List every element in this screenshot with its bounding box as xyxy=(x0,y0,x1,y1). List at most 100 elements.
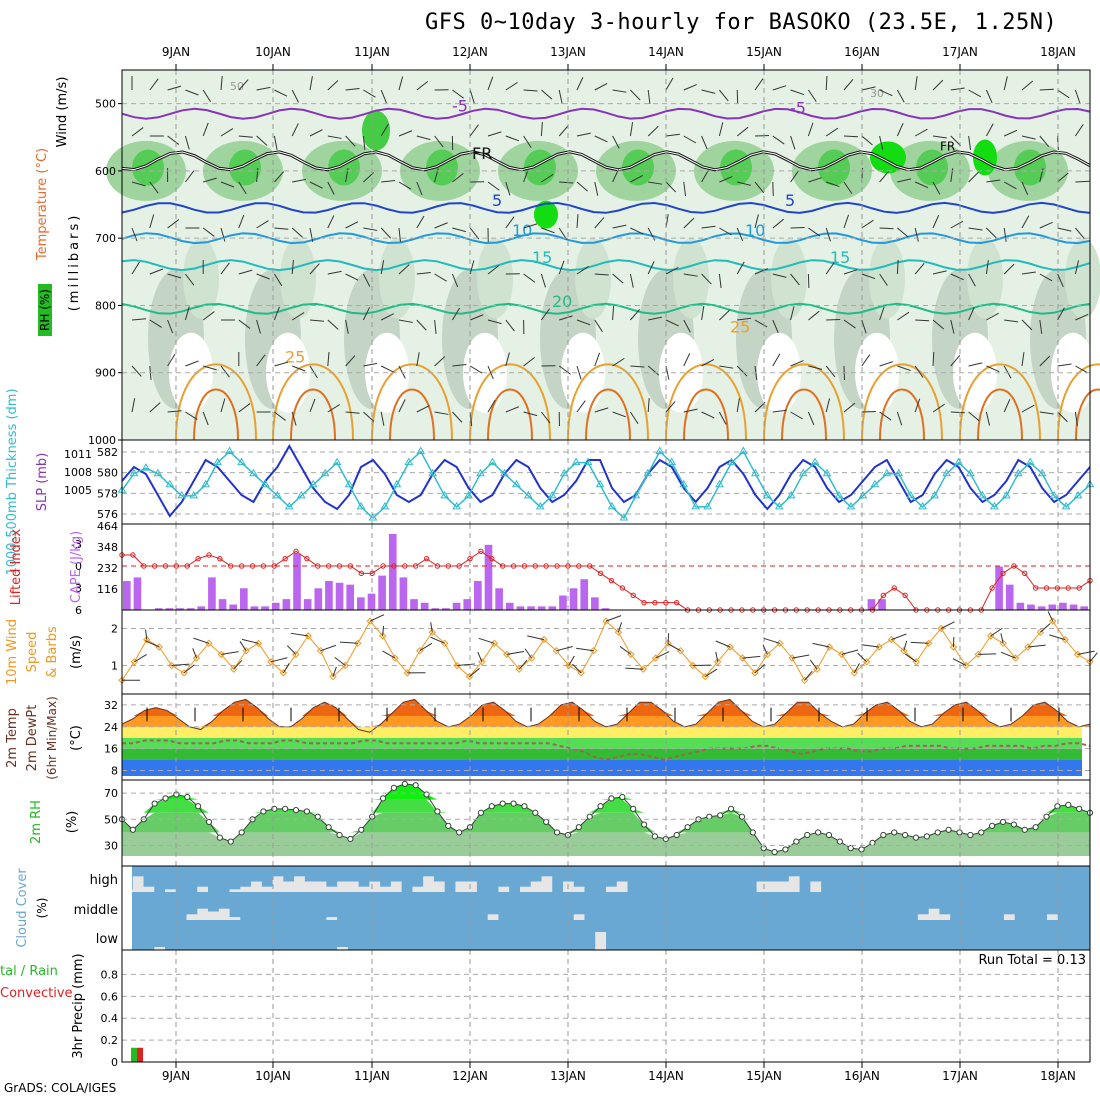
rh-point xyxy=(640,821,648,828)
thickness-point xyxy=(380,501,390,510)
wind-barb xyxy=(932,135,947,139)
wind-speed-point xyxy=(503,650,511,659)
wind-barb xyxy=(718,273,722,288)
temp-tick-label: 8 xyxy=(111,765,118,778)
cloud-bar xyxy=(218,866,231,892)
cloud-bar xyxy=(767,920,779,950)
wind-barb xyxy=(576,181,588,192)
cloud-bar xyxy=(455,892,467,920)
cloud-bar xyxy=(788,866,801,877)
thickness-point xyxy=(990,501,999,510)
wind-barb xyxy=(452,411,463,423)
temp-line xyxy=(121,698,1091,733)
wind-barb xyxy=(131,398,136,413)
wind-barb xyxy=(932,270,947,275)
rh-point xyxy=(608,795,615,802)
lifted-index-point xyxy=(891,585,897,591)
cloud-bar xyxy=(240,920,252,950)
rh-point xyxy=(282,805,289,812)
cloud-bar xyxy=(831,866,844,892)
wind-speed-point xyxy=(788,654,796,662)
cloud-gap xyxy=(197,908,209,920)
temp-contour-30 xyxy=(389,388,435,441)
cloud-bar xyxy=(562,866,575,882)
rh-point xyxy=(260,808,267,815)
x-tick-label-bottom: 16JAN xyxy=(844,1069,880,1083)
cloud-bar xyxy=(208,866,220,892)
cloud-bar xyxy=(229,892,241,918)
cloud-bar xyxy=(251,892,263,920)
wind-barb xyxy=(398,399,406,413)
lifted-index-point xyxy=(489,555,495,562)
wind-barb xyxy=(540,273,546,288)
rh-point xyxy=(782,846,789,853)
rh-area-band xyxy=(122,799,1090,813)
cloud-bar xyxy=(401,920,413,950)
wind-barb xyxy=(576,132,591,137)
thickness-point xyxy=(225,446,234,455)
wind-barb-10m xyxy=(332,666,337,677)
cape-bar xyxy=(878,599,886,610)
cloud-bar xyxy=(692,892,704,920)
rh-point xyxy=(151,800,158,807)
thickness-point xyxy=(416,446,426,455)
cloud-bar xyxy=(692,866,704,892)
lifted-index-point xyxy=(369,570,375,577)
slp-tick-label: 1008 xyxy=(64,466,92,479)
lifted-index-point xyxy=(184,563,190,569)
rh-point xyxy=(999,818,1007,826)
wind-speed-point xyxy=(515,665,523,673)
thickness-point xyxy=(452,501,461,510)
wind-barb xyxy=(380,411,385,426)
cloud-bar xyxy=(799,892,811,920)
wind-barb xyxy=(914,128,928,137)
wind-barb xyxy=(736,126,749,137)
wind-barb xyxy=(932,403,945,413)
cloud-bar xyxy=(928,866,940,892)
wind-barb xyxy=(558,125,569,137)
wind-barb-10m xyxy=(1027,644,1046,648)
wind-barb xyxy=(416,319,427,331)
thickness-point xyxy=(774,501,784,510)
temp-contour-line xyxy=(121,151,1091,171)
lifted-index-point xyxy=(1011,563,1017,569)
wind-barb xyxy=(736,398,740,413)
cloud-level-label: high xyxy=(90,873,118,888)
wind-barb-10m xyxy=(457,663,475,666)
x-tick-label-top: 14JAN xyxy=(648,45,684,59)
cloud-gap xyxy=(573,914,585,920)
cloud-bar xyxy=(240,892,252,920)
cloud-bar xyxy=(1003,920,1016,950)
wind-barb xyxy=(612,89,627,93)
lifted-index-point xyxy=(597,570,604,577)
cloud-bar xyxy=(606,920,618,950)
wind-barb xyxy=(167,219,180,229)
wind-barb xyxy=(185,411,198,420)
temp-contour-25 xyxy=(567,363,649,441)
cape-bar xyxy=(580,579,589,610)
wind-barb-10m xyxy=(742,655,761,659)
wind-barb xyxy=(1003,263,1015,275)
wind-barb-10m xyxy=(1077,650,1095,655)
wind-barb xyxy=(238,181,247,195)
cape-bar xyxy=(197,606,206,610)
wind-barb xyxy=(719,365,734,369)
wind-speed-point xyxy=(167,661,176,670)
lifted-index-point xyxy=(586,563,593,569)
cloud-bar xyxy=(283,866,295,882)
lifted-index-point xyxy=(325,563,332,569)
thickness-point xyxy=(404,457,414,466)
wind-barb xyxy=(256,168,259,183)
contour-label: 10 xyxy=(745,221,765,240)
cloud-bar xyxy=(315,920,327,950)
speed-axis-label: Speed xyxy=(25,632,40,673)
thickness-point xyxy=(834,490,844,499)
cloud-gap xyxy=(595,932,607,950)
lifted-index-point xyxy=(304,555,310,562)
cape-bar xyxy=(559,595,567,610)
rh-point xyxy=(303,808,310,815)
wind-barb xyxy=(594,82,608,91)
wind-barb xyxy=(202,411,209,426)
wind-barb-10m xyxy=(241,638,259,644)
cloud-bar xyxy=(810,866,822,882)
